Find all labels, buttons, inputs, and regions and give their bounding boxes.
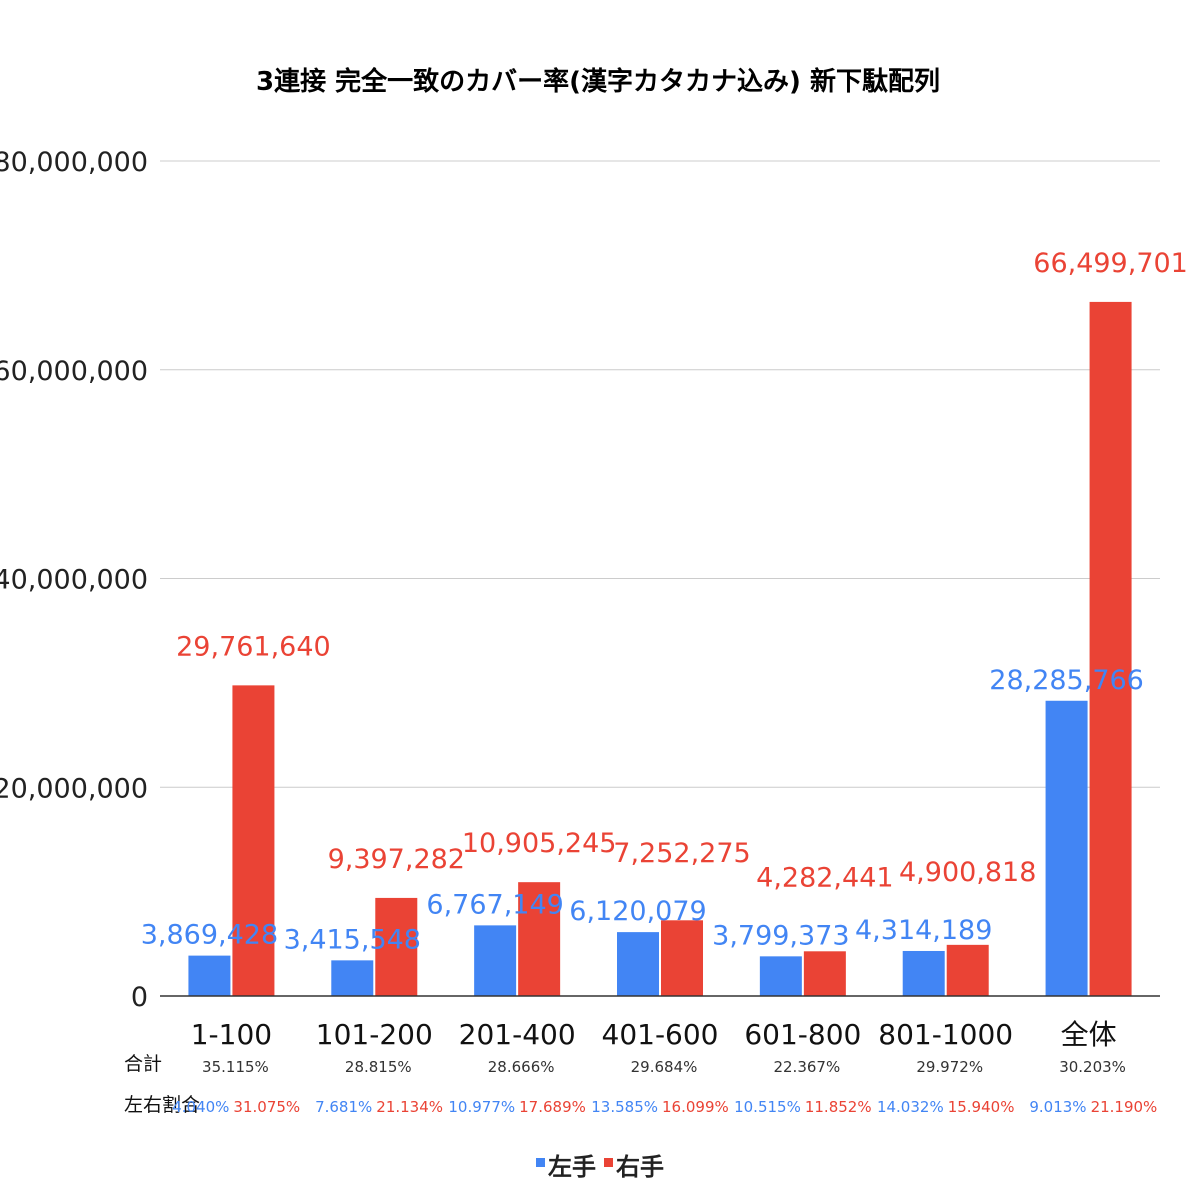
bar-left (331, 960, 374, 996)
right-ratio: 17.689% (519, 1098, 586, 1116)
bars (188, 301, 1132, 996)
total-percentage: 22.367% (773, 1058, 840, 1076)
x-tick-label: 601-800 (744, 1018, 861, 1051)
total-percentage: 30.203% (1059, 1058, 1126, 1076)
left-ratio: 10.977% (448, 1098, 515, 1116)
total-percentage: 28.666% (488, 1058, 555, 1076)
y-tick-label: 0 (131, 982, 148, 1013)
data-label-right: 66,499,701 (1033, 248, 1188, 279)
legend-label: 左手 (548, 1153, 596, 1181)
bar-left (188, 955, 231, 996)
y-tick-label: 80,000,000 (0, 147, 148, 178)
data-label-right: 7,252,275 (613, 838, 750, 869)
bar-left (902, 950, 945, 996)
y-axis-ticks: 0 20,000,000 40,000,000 60,000,000 80,000,00… (0, 147, 148, 1013)
bar-left (759, 956, 802, 996)
data-label-right: 9,397,282 (328, 844, 465, 875)
data-label-left: 3,869,428 (141, 920, 278, 951)
data-label-left: 3,415,548 (284, 924, 421, 955)
right-ratio: 21.134% (376, 1098, 443, 1116)
left-ratio: 13.585% (591, 1098, 658, 1116)
total-percentage: 35.115% (202, 1058, 269, 1076)
data-labels: 3,869,428 29,761,640 3,415,548 9,397,282 6,7… (141, 248, 1188, 955)
total-percentage: 29.972% (916, 1058, 983, 1076)
x-tick-label: 801-1000 (878, 1018, 1013, 1051)
data-label-right: 4,282,441 (756, 862, 893, 893)
bar-right (232, 685, 275, 996)
data-label-left: 28,285,766 (989, 665, 1144, 696)
ratio-row-label: 左右割合 (124, 1094, 200, 1116)
x-axis-ticks: 1-100 101-200 201-400 401-600 601-800 801-100… (191, 1018, 1117, 1051)
x-tick-label: 全体 (1061, 1018, 1117, 1051)
x-tick-label: 201-400 (459, 1018, 576, 1051)
bar-right (1089, 301, 1132, 996)
total-percentage: 28.815% (345, 1058, 412, 1076)
bar-left (474, 925, 517, 996)
data-label-right: 29,761,640 (176, 631, 331, 662)
bar-right (803, 951, 846, 996)
y-tick-label: 40,000,000 (0, 565, 148, 596)
legend: 左手 右手 (536, 1153, 664, 1181)
left-ratio: 10.515% (734, 1098, 801, 1116)
data-label-left: 6,120,079 (569, 896, 706, 927)
legend-swatch (536, 1158, 545, 1167)
data-label-left: 4,314,189 (855, 915, 992, 946)
right-ratio: 11.852% (805, 1098, 872, 1116)
right-ratio: 16.099% (662, 1098, 729, 1116)
bar-right (661, 920, 703, 996)
data-label-left: 6,767,149 (426, 889, 563, 920)
percentage-notes: 35.115% 4.040% 31.075% 28.815% 7.681% 21.134%… (172, 1058, 1157, 1116)
bar-left (1045, 700, 1088, 996)
data-label-left: 3,799,373 (712, 920, 849, 951)
total-percentage: 29.684% (631, 1058, 698, 1076)
right-ratio: 31.075% (233, 1098, 300, 1116)
legend-label: 右手 (616, 1153, 664, 1181)
bar-left (617, 932, 659, 996)
y-tick-label: 60,000,000 (0, 356, 148, 387)
chart-title: 3連接 完全一致のカバー率(漢字カタカナ込み) 新下駄配列 (256, 66, 940, 97)
left-ratio: 4.040% (172, 1098, 229, 1116)
x-tick-label: 101-200 (316, 1018, 433, 1051)
gridlines (160, 160, 1160, 788)
right-ratio: 21.190% (1091, 1098, 1158, 1116)
legend-swatch (604, 1158, 613, 1167)
data-label-right: 4,900,818 (899, 857, 1036, 888)
x-tick-label: 401-600 (602, 1018, 719, 1051)
total-row-label: 合計 (124, 1053, 162, 1075)
x-tick-label: 1-100 (191, 1018, 272, 1051)
data-label-right: 10,905,245 (462, 828, 617, 859)
y-tick-label: 20,000,000 (0, 773, 148, 804)
left-ratio: 14.032% (877, 1098, 944, 1116)
bar-right (518, 882, 561, 996)
bar-right (946, 944, 989, 996)
left-ratio: 7.681% (315, 1098, 372, 1116)
left-ratio: 9.013% (1029, 1098, 1086, 1116)
bar-right (375, 897, 418, 996)
right-ratio: 15.940% (948, 1098, 1015, 1116)
